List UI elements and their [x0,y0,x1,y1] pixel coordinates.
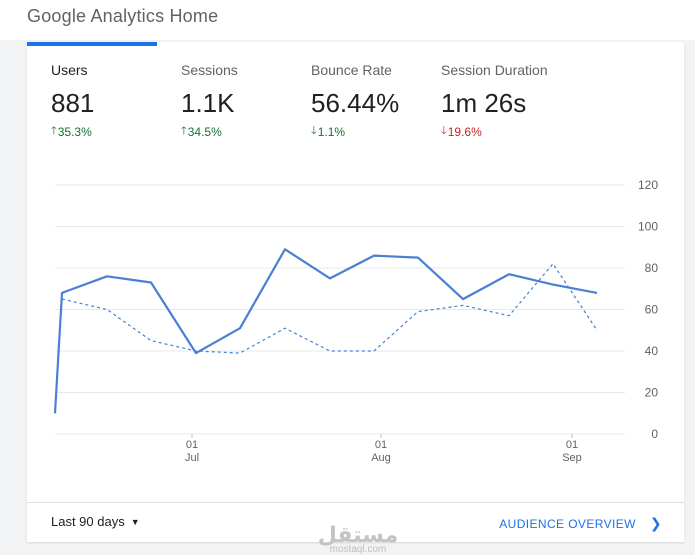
audience-overview-label: AUDIENCE OVERVIEW [499,517,636,531]
top-bar: Google Analytics Home [0,0,695,40]
watermark-arabic: مستقل [303,524,413,546]
overview-card: Users 881 🡑 35.3% Sessions 1.1K 🡑 34.5% … [27,42,684,542]
date-range-dropdown[interactable]: Last 90 days ▼ [51,514,140,529]
y-tick-label: 100 [638,220,658,234]
y-tick-label: 60 [645,303,659,317]
y-tick-label: 80 [645,261,659,275]
x-tick-month: Aug [371,452,391,464]
date-range-label: Last 90 days [51,514,125,529]
x-tick-day: 01 [375,439,387,451]
y-tick-label: 120 [638,178,658,192]
x-tick-month: Sep [562,452,582,464]
y-tick-label: 0 [651,427,658,441]
chevron-right-icon: ❯ [650,515,662,532]
x-tick-day: 01 [186,439,198,451]
y-tick-label: 40 [645,344,659,358]
audience-overview-link[interactable]: AUDIENCE OVERVIEW ❯ [499,515,662,532]
caret-down-icon: ▼ [131,517,140,527]
x-tick-month: Jul [185,452,199,464]
y-tick-label: 20 [645,386,659,400]
page-title: Google Analytics Home [27,6,218,27]
footer-divider [27,502,684,503]
x-tick-day: 01 [566,439,578,451]
watermark: مستقل mostaql.com [303,524,413,555]
series-line-current [55,249,597,413]
